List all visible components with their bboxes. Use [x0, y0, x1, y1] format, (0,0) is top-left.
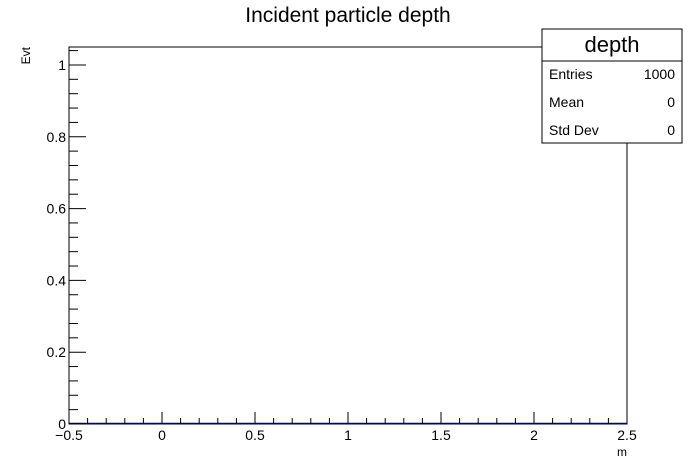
x-axis-label: m: [617, 445, 627, 459]
stats-row-value: 1000: [644, 66, 675, 82]
x-tick-label: 2: [530, 427, 538, 443]
stats-row-label: Entries: [549, 66, 593, 82]
x-tick-label: 1: [344, 427, 352, 443]
y-tick-label: 0.2: [47, 344, 67, 360]
y-tick-label: 0: [58, 416, 66, 432]
x-axis: −0.5 0 0.5 1 1.5 2 2.5: [55, 412, 637, 443]
y-tick-label: 0.4: [47, 272, 67, 288]
y-tick-label: 1: [58, 57, 66, 73]
stats-box-title: depth: [584, 32, 639, 57]
x-tick-label: 2.5: [617, 427, 637, 443]
stats-box-rows: Entries 1000 Mean 0 Std Dev 0: [549, 66, 675, 138]
y-tick-label: 0.8: [47, 129, 67, 145]
stats-box: depth Entries 1000 Mean 0 Std Dev 0: [541, 28, 683, 144]
y-axis-label: Evt: [19, 46, 33, 64]
stats-row-value: 0: [667, 122, 675, 138]
x-tick-label: 0: [158, 427, 166, 443]
y-tick-label: 0.6: [47, 201, 67, 217]
y-axis: 0 0.2 0.4 0.6 0.8 1: [47, 50, 86, 432]
stats-row-label: Std Dev: [549, 122, 599, 138]
x-tick-label: −0.5: [55, 427, 83, 443]
chart-title: Incident particle depth: [245, 4, 450, 27]
stats-row-label: Mean: [549, 94, 584, 110]
x-tick-label: 0.5: [245, 427, 265, 443]
x-tick-label: 1.5: [431, 427, 451, 443]
stats-row-value: 0: [667, 94, 675, 110]
stats-box-frame: [541, 28, 683, 144]
